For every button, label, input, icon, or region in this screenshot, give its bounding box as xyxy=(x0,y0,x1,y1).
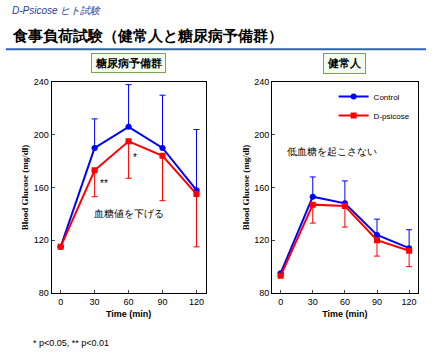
svg-text:90: 90 xyxy=(372,297,382,307)
svg-text:160: 160 xyxy=(254,183,269,193)
svg-text:**: ** xyxy=(100,178,108,189)
svg-text:Blood Glucose (mg/dl): Blood Glucose (mg/dl) xyxy=(241,145,251,231)
svg-text:Blood Glucose (mg/dl): Blood Glucose (mg/dl) xyxy=(20,145,30,231)
svg-text:D-psicose: D-psicose xyxy=(374,112,410,121)
svg-text:0: 0 xyxy=(58,297,63,307)
svg-text:Time (min): Time (min) xyxy=(322,309,367,319)
svg-text:血糖値を下げる: 血糖値を下げる xyxy=(94,208,164,219)
svg-text:120: 120 xyxy=(402,297,417,307)
svg-text:*: * xyxy=(133,152,137,163)
svg-text:60: 60 xyxy=(124,297,134,307)
svg-text:80: 80 xyxy=(39,288,49,298)
svg-text:食事負荷試験（健常人と糖尿病予備群）: 食事負荷試験（健常人と糖尿病予備群） xyxy=(12,27,283,44)
svg-text:Time (min): Time (min) xyxy=(106,309,151,319)
svg-text:糖尿病予備群: 糖尿病予備群 xyxy=(95,57,162,69)
svg-text:200: 200 xyxy=(254,130,269,140)
svg-text:80: 80 xyxy=(259,288,269,298)
svg-text:120: 120 xyxy=(254,235,269,245)
svg-text:D-Psicose ヒト試験: D-Psicose ヒト試験 xyxy=(12,5,101,16)
svg-text:60: 60 xyxy=(340,297,350,307)
svg-text:30: 30 xyxy=(90,297,100,307)
svg-text:120: 120 xyxy=(189,297,204,307)
svg-text:30: 30 xyxy=(308,297,318,307)
svg-text:240: 240 xyxy=(254,77,269,87)
svg-text:低血糖を起こさない: 低血糖を起こさない xyxy=(287,146,377,157)
svg-text:健常人: 健常人 xyxy=(327,57,362,70)
svg-text:120: 120 xyxy=(34,235,49,245)
svg-text:90: 90 xyxy=(158,297,168,307)
svg-text:200: 200 xyxy=(34,130,49,140)
svg-text:240: 240 xyxy=(34,77,49,87)
svg-text:0: 0 xyxy=(278,297,283,307)
svg-text:* p<0.05, ** p<0.01: * p<0.05, ** p<0.01 xyxy=(33,338,109,348)
svg-text:Control: Control xyxy=(374,93,400,102)
svg-text:160: 160 xyxy=(34,183,49,193)
